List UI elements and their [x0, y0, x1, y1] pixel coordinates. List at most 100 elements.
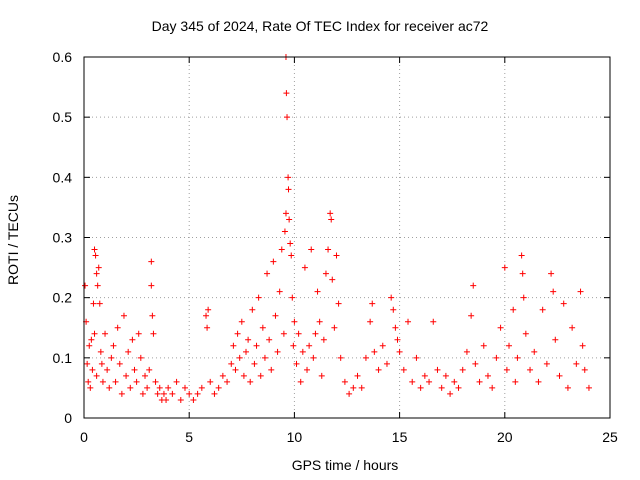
grid-lines	[84, 57, 610, 418]
data-point	[442, 372, 449, 379]
data-point	[362, 354, 369, 361]
data-point	[327, 210, 334, 217]
y-tick-label: 0	[64, 410, 72, 426]
data-point	[346, 390, 353, 397]
y-axis-label: ROTI / TECUs	[5, 195, 21, 285]
data-point	[585, 384, 592, 391]
data-point	[579, 342, 586, 349]
data-point	[91, 330, 98, 337]
data-point	[129, 336, 136, 343]
data-point	[92, 252, 99, 259]
data-point	[281, 228, 288, 235]
data-point	[286, 216, 293, 223]
data-point	[116, 360, 123, 367]
data-point	[261, 354, 268, 361]
data-point	[470, 282, 477, 289]
data-point	[243, 348, 250, 355]
data-point	[274, 348, 281, 355]
data-point	[421, 372, 428, 379]
data-point	[146, 366, 153, 373]
x-tick-label: 25	[602, 429, 618, 445]
x-tick-label: 0	[80, 429, 88, 445]
data-point	[97, 348, 104, 355]
data-point	[163, 396, 170, 403]
x-tick-label: 5	[185, 429, 193, 445]
data-point	[417, 384, 424, 391]
data-point	[337, 354, 344, 361]
data-point	[228, 360, 235, 367]
data-point	[270, 258, 277, 265]
data-point	[369, 300, 376, 307]
data-point	[106, 384, 113, 391]
data-point	[552, 336, 559, 343]
data-point	[394, 336, 401, 343]
data-point	[560, 300, 567, 307]
data-point	[518, 252, 525, 259]
y-tick-label: 0.2	[53, 290, 73, 306]
data-point	[88, 336, 95, 343]
data-point	[539, 306, 546, 313]
data-point	[405, 318, 412, 325]
data-point	[306, 342, 313, 349]
x-tick-label: 20	[497, 429, 513, 445]
data-point	[99, 378, 106, 385]
data-point	[198, 384, 205, 391]
data-point	[329, 276, 336, 283]
data-point	[236, 354, 243, 361]
data-point	[288, 252, 295, 259]
data-point	[455, 384, 462, 391]
data-point	[519, 270, 526, 277]
data-point	[350, 384, 357, 391]
data-point	[82, 282, 89, 289]
data-point	[245, 336, 252, 343]
data-point	[556, 372, 563, 379]
data-point	[463, 348, 470, 355]
data-point	[144, 384, 151, 391]
data-point	[120, 312, 127, 319]
data-point	[468, 312, 475, 319]
data-point	[312, 330, 319, 337]
data-point	[104, 366, 111, 373]
data-point	[205, 306, 212, 313]
data-point	[367, 318, 374, 325]
data-point	[573, 360, 580, 367]
data-point	[108, 354, 115, 361]
data-point	[308, 246, 315, 253]
data-point	[489, 384, 496, 391]
x-axis-label: GPS time / hours	[291, 457, 399, 473]
data-point	[569, 324, 576, 331]
data-point	[396, 348, 403, 355]
data-point	[400, 366, 407, 373]
axis-ticks	[83, 56, 611, 419]
data-point	[325, 246, 332, 253]
data-point	[459, 366, 466, 373]
data-point	[84, 360, 91, 367]
data-point	[219, 372, 226, 379]
data-point	[497, 324, 504, 331]
data-point	[203, 312, 210, 319]
tick-labels: 0 5 10 15 20 25 0 0.1 0.2 0.3 0.4 0.5 0.6	[53, 49, 618, 445]
data-point	[118, 390, 125, 397]
data-point	[240, 372, 247, 379]
data-point	[204, 324, 211, 331]
data-point	[322, 270, 329, 277]
data-point	[388, 294, 395, 301]
x-tick-label: 15	[392, 429, 408, 445]
data-point	[194, 390, 201, 397]
data-point	[527, 366, 534, 373]
data-point	[310, 354, 317, 361]
data-point	[156, 384, 163, 391]
data-point	[135, 330, 142, 337]
data-point	[297, 378, 304, 385]
data-point	[503, 366, 510, 373]
data-point	[283, 90, 290, 97]
data-point	[409, 378, 416, 385]
data-point	[413, 354, 420, 361]
data-point	[102, 330, 109, 337]
data-point	[501, 264, 508, 271]
data-point	[177, 396, 184, 403]
data-point	[264, 270, 271, 277]
data-point	[333, 252, 340, 259]
data-point	[211, 390, 218, 397]
